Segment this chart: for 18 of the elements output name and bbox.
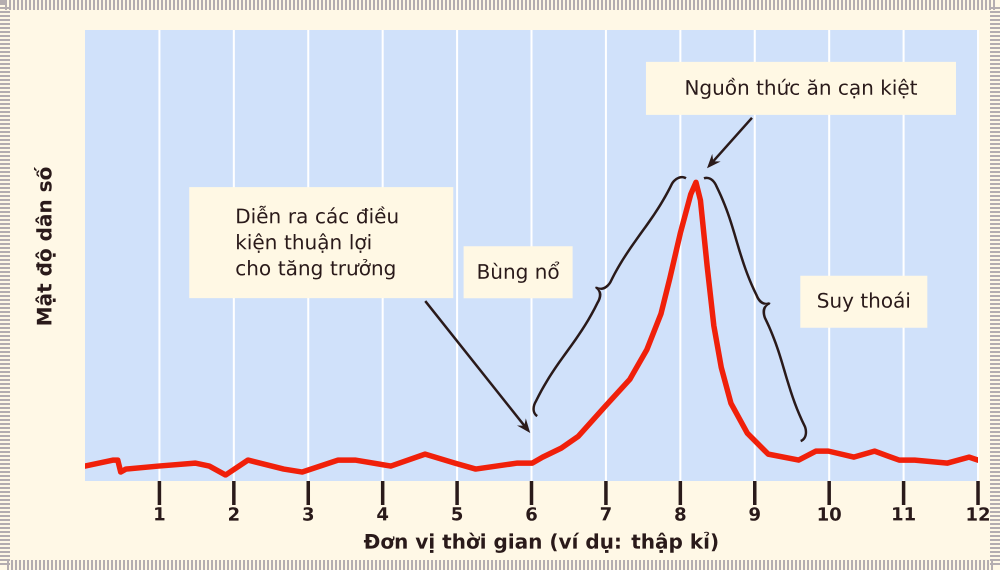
text: Nguồn thức ăn cạn kiệt bbox=[686, 78, 918, 99]
x-tick-label: 2 bbox=[229, 507, 239, 521]
annotation: Bùng nổ bbox=[478, 261, 560, 283]
x-tick-label: 1 bbox=[155, 507, 164, 520]
annotation: Suy thoái bbox=[818, 292, 910, 312]
annotation: Diễn ra các điều kiện thuận lợi cho tăng trưởng bbox=[236, 206, 398, 280]
x-tick-label: 9 bbox=[749, 507, 760, 521]
x-tick-label: 8 bbox=[675, 507, 686, 521]
x-tick-label: 6 bbox=[526, 507, 537, 521]
x-tick-label: 5 bbox=[452, 507, 462, 521]
x-tick-label: 10 bbox=[818, 507, 841, 521]
x-tick-label: 7 bbox=[600, 507, 611, 520]
x-tick-label: 12 bbox=[968, 507, 989, 521]
y-axis-title: Mật độ dân số bbox=[34, 166, 56, 324]
x-tick-label: 11 bbox=[893, 507, 915, 520]
x-tick-label: 4 bbox=[377, 507, 388, 520]
x-axis-title: Đơn vị thời gian (ví dụ: thập kỉ) bbox=[364, 532, 718, 553]
x-tick-label: 3 bbox=[303, 507, 314, 521]
